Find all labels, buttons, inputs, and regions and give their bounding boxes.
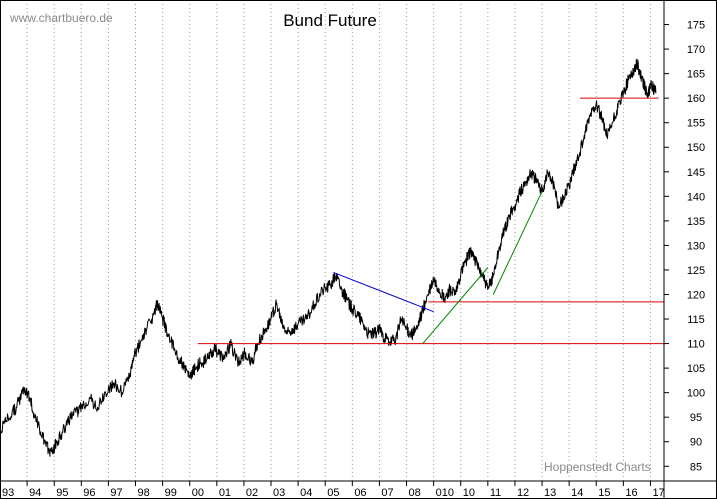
y-tick-label-15: 160 [687, 93, 705, 105]
x-tick-label-21: 14 [571, 487, 583, 499]
x-tick-label-1: 94 [29, 487, 41, 499]
y-tick-label-13: 150 [687, 142, 705, 154]
y-tick-label-4: 105 [687, 363, 705, 375]
x-tick-label-13: 06 [354, 487, 366, 499]
x-tick-label-23: 16 [625, 487, 637, 499]
price-line [0, 58, 657, 457]
x-tick-label-2: 95 [56, 487, 68, 499]
y-tick-label-16: 165 [687, 69, 705, 81]
x-tick-label-8: 01 [219, 487, 231, 499]
x-tick-label-7: 00 [192, 487, 204, 499]
x-tick-label-5: 98 [138, 487, 150, 499]
x-tick-label-10: 03 [273, 487, 285, 499]
series-layer [0, 58, 664, 457]
x-tick-label-11: 04 [300, 487, 312, 499]
x-tick-label-12: 05 [327, 487, 339, 499]
x-tick-label-4: 97 [110, 487, 122, 499]
x-axis-ticks: 93 94 95 96 97 98 99 00 01 02 03 04 05 06 07 08 010 10 11 1… [0, 481, 665, 499]
y-tick-label-3: 100 [687, 388, 705, 400]
x-tick-label-15: 08 [409, 487, 421, 499]
y-tick-label-11: 140 [687, 191, 705, 203]
y-tick-label-1: 90 [690, 437, 702, 449]
x-tick-label-16: 010 [436, 487, 454, 499]
y-tick-label-5: 110 [687, 339, 705, 351]
x-tick-label-14: 07 [381, 487, 393, 499]
x-tick-label-20: 13 [544, 487, 556, 499]
x-tick-label-24: 17 [652, 487, 664, 499]
x-tick-label-22: 15 [598, 487, 610, 499]
y-tick-label-10: 135 [687, 216, 705, 228]
uptrend-line-5 [422, 267, 489, 344]
watermark-bottom: Hoppenstedt Charts [544, 460, 651, 474]
y-tick-label-18: 175 [687, 20, 705, 32]
y-tick-label-6: 115 [687, 314, 705, 326]
y-tick-label-0: 85 [690, 461, 702, 473]
y-tick-label-7: 120 [687, 289, 705, 301]
x-tick-label-3: 96 [83, 487, 95, 499]
watermark-top: www.chartbuero.de [9, 11, 113, 25]
x-tick-label-6: 99 [165, 487, 177, 499]
y-tick-label-9: 130 [687, 240, 705, 252]
y-tick-label-12: 145 [687, 167, 705, 179]
uptrend-line-6 [492, 191, 543, 295]
x-tick-label-0: 93 [2, 487, 14, 499]
y-axis-ticks: 85 90 95 100 105 110 115 120 125 130 135 140 145 150 1… [664, 20, 705, 473]
x-tick-label-19: 12 [517, 487, 529, 499]
y-tick-label-17: 170 [687, 44, 705, 56]
grid-layer [0, 0, 651, 481]
y-tick-label-8: 125 [687, 265, 705, 277]
downtrend-line-4 [333, 271, 434, 313]
x-tick-label-17: 10 [463, 487, 475, 499]
y-tick-label-14: 155 [687, 118, 705, 130]
chart-title: Bund Future [283, 11, 377, 30]
x-tick-label-9: 02 [246, 487, 258, 499]
x-tick-label-18: 11 [490, 487, 501, 499]
y-tick-label-2: 95 [690, 412, 702, 424]
